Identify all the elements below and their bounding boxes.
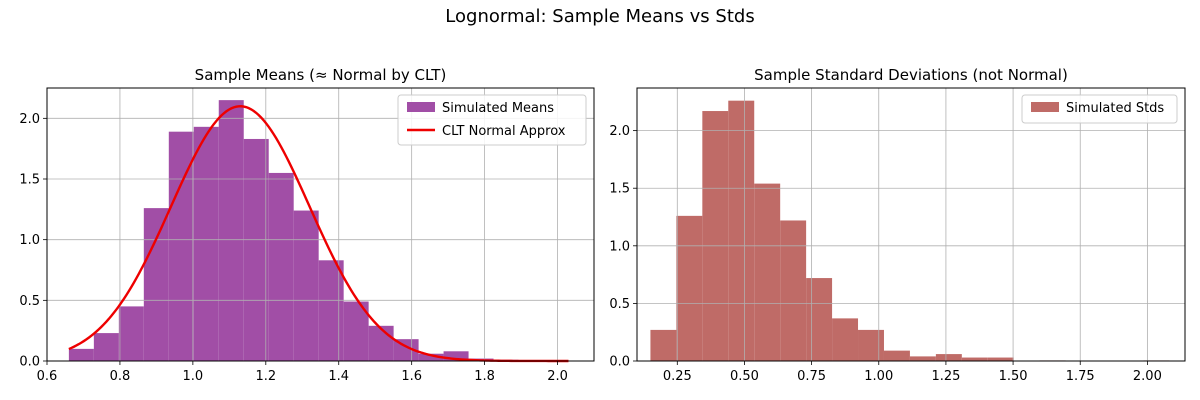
panel1-bar (243, 138, 269, 361)
panel2-bar (832, 318, 859, 361)
panel2-bar (858, 329, 884, 361)
panel1-y-tick-label: 0.0 (19, 355, 40, 370)
panel1-x-tick-label: 1.4 (328, 369, 349, 384)
panel2-title: Sample Standard Deviations (not Normal) (754, 66, 1068, 84)
panel2-x-tick-label: 2.00 (1133, 369, 1162, 384)
panel1-x-tick-label: 2.0 (547, 369, 568, 384)
panel1-bar (393, 339, 419, 361)
panel2-x-tick-label: 1.00 (864, 369, 893, 384)
panel1-bar (168, 131, 194, 361)
panel1-bar (268, 172, 294, 361)
panel1-bar (93, 333, 119, 361)
panel2-x-tick-label: 0.25 (663, 369, 692, 384)
panel2-axes-frame (636, 87, 1186, 362)
panel1-x-tick-label: 0.8 (110, 369, 131, 384)
panel2-x-tick-label: 1.50 (999, 369, 1028, 384)
panel1-x-tick-label: 1.0 (183, 369, 204, 384)
panel2-bar (961, 357, 988, 361)
panel1-x-tick-label: 1.6 (401, 369, 422, 384)
panel1-bar (443, 351, 469, 361)
panel2-bar (987, 357, 1014, 361)
panel1-x-tick-label: 1.8 (474, 369, 495, 384)
panel1-x-tick-label: 1.2 (255, 369, 276, 384)
panel1-bar (218, 100, 244, 361)
panel2-y-tick-label: 2.0 (609, 124, 630, 139)
panel2-x-tick-label: 0.50 (730, 369, 759, 384)
panel2-x-tick-label: 1.75 (1066, 369, 1095, 384)
panel1-bar (418, 353, 444, 361)
panel2-x-tick-label: 0.75 (797, 369, 826, 384)
panel2-bar (909, 356, 936, 361)
panel2-legend-swatch-bars (1031, 102, 1059, 112)
panel1-bar (68, 348, 94, 361)
panel2-y-tick-label: 0.0 (609, 355, 630, 370)
panel1-bar (368, 325, 394, 361)
panel1-legend-label: CLT Normal Approx (442, 124, 566, 139)
panel2-y-tick-label: 1.5 (609, 182, 630, 197)
panel1-bar (118, 306, 144, 361)
panel1-y-tick-label: 0.5 (19, 294, 40, 309)
panel2-bar (728, 100, 755, 361)
panel1-bar (318, 260, 344, 361)
panel1-bar (143, 208, 169, 361)
panel2-y-tick-label: 1.0 (609, 239, 630, 254)
panel1-legend-label: Simulated Means (442, 101, 554, 116)
panel1-y-tick-label: 1.0 (19, 233, 40, 248)
panel1-legend-swatch-bars (407, 102, 435, 112)
panel2-legend-box (1021, 94, 1178, 124)
panel1-legend-box (397, 94, 587, 146)
panel2-bar (883, 350, 910, 361)
panel2-bar (780, 220, 807, 361)
panel2-x-tick-label: 1.25 (931, 369, 960, 384)
panel2-bar (754, 183, 781, 361)
panel1-title: Sample Means (≈ Normal by CLT) (195, 66, 447, 84)
panel1-x-tick-label: 0.6 (37, 369, 58, 384)
panel2-legend-label: Simulated Stds (1066, 101, 1164, 116)
figure-title: Lognormal: Sample Means vs Stds (445, 6, 755, 27)
panel1-bar (193, 126, 219, 362)
panel2-bar (935, 354, 962, 361)
panel2-bar (650, 329, 677, 361)
panel2-bar (702, 111, 729, 362)
panel1-y-tick-label: 2.0 (19, 112, 40, 127)
panel1-y-tick-label: 1.5 (19, 173, 40, 188)
panel2-bar (676, 215, 703, 361)
panel1-bar (293, 210, 319, 361)
panel1-axes-frame (46, 87, 595, 362)
panel2-bar (806, 278, 833, 361)
panel2-y-tick-label: 0.5 (609, 297, 630, 312)
